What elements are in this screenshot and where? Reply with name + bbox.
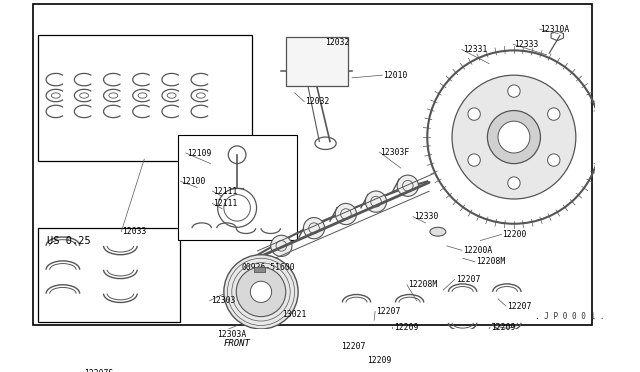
Text: 12109: 12109 — [187, 148, 211, 157]
Text: US 0.25: US 0.25 — [47, 235, 91, 246]
Circle shape — [224, 255, 298, 329]
Circle shape — [452, 75, 576, 199]
Text: 12207S: 12207S — [84, 369, 113, 372]
Circle shape — [335, 203, 356, 225]
Text: . J P 0 0 0 1 .: . J P 0 0 0 1 . — [535, 312, 605, 321]
Text: 12303: 12303 — [211, 296, 235, 305]
Text: 12330: 12330 — [414, 212, 438, 221]
Text: 12111: 12111 — [213, 186, 237, 196]
Text: 12032: 12032 — [305, 97, 330, 106]
Text: 12032: 12032 — [326, 38, 350, 47]
Circle shape — [397, 175, 419, 196]
Bar — [38, 35, 252, 161]
Text: 12209: 12209 — [367, 356, 392, 365]
Circle shape — [271, 235, 292, 256]
Text: 13021: 13021 — [282, 310, 307, 319]
Bar — [254, 267, 264, 272]
Circle shape — [548, 108, 560, 120]
Text: 12033: 12033 — [122, 227, 147, 236]
Bar — [178, 135, 297, 240]
Text: 00926-51600: 00926-51600 — [241, 263, 295, 272]
Circle shape — [303, 218, 324, 239]
Text: 12333: 12333 — [514, 40, 538, 49]
Circle shape — [508, 85, 520, 97]
Circle shape — [468, 154, 480, 166]
Circle shape — [236, 267, 286, 317]
Circle shape — [250, 281, 271, 302]
Text: 12010: 12010 — [383, 71, 408, 80]
Text: 12111: 12111 — [213, 199, 237, 208]
Circle shape — [498, 121, 530, 153]
Text: 12209: 12209 — [491, 323, 515, 332]
Text: 12207: 12207 — [456, 275, 480, 284]
Text: FRONT: FRONT — [224, 339, 251, 348]
Text: 12209: 12209 — [394, 323, 418, 332]
Text: 12207: 12207 — [376, 307, 401, 316]
Text: 12207: 12207 — [340, 342, 365, 351]
Text: 12331: 12331 — [463, 45, 487, 54]
Circle shape — [508, 177, 520, 189]
Bar — [38, 228, 180, 322]
Text: 12200: 12200 — [502, 230, 527, 239]
Text: 12303F: 12303F — [380, 148, 410, 157]
Text: 12200A: 12200A — [463, 246, 492, 255]
Circle shape — [548, 154, 560, 166]
Text: 12100: 12100 — [181, 177, 206, 186]
Ellipse shape — [430, 227, 446, 236]
Text: 12207: 12207 — [507, 301, 531, 311]
Text: KEY(1): KEY(1) — [248, 273, 278, 282]
Text: 12310A: 12310A — [540, 25, 570, 34]
Circle shape — [365, 191, 387, 212]
Circle shape — [488, 110, 540, 164]
Circle shape — [468, 108, 480, 120]
Bar — [286, 37, 348, 86]
Text: 12208M: 12208M — [476, 257, 505, 266]
Text: 12208M: 12208M — [408, 280, 437, 289]
Text: 12303A: 12303A — [217, 330, 246, 339]
